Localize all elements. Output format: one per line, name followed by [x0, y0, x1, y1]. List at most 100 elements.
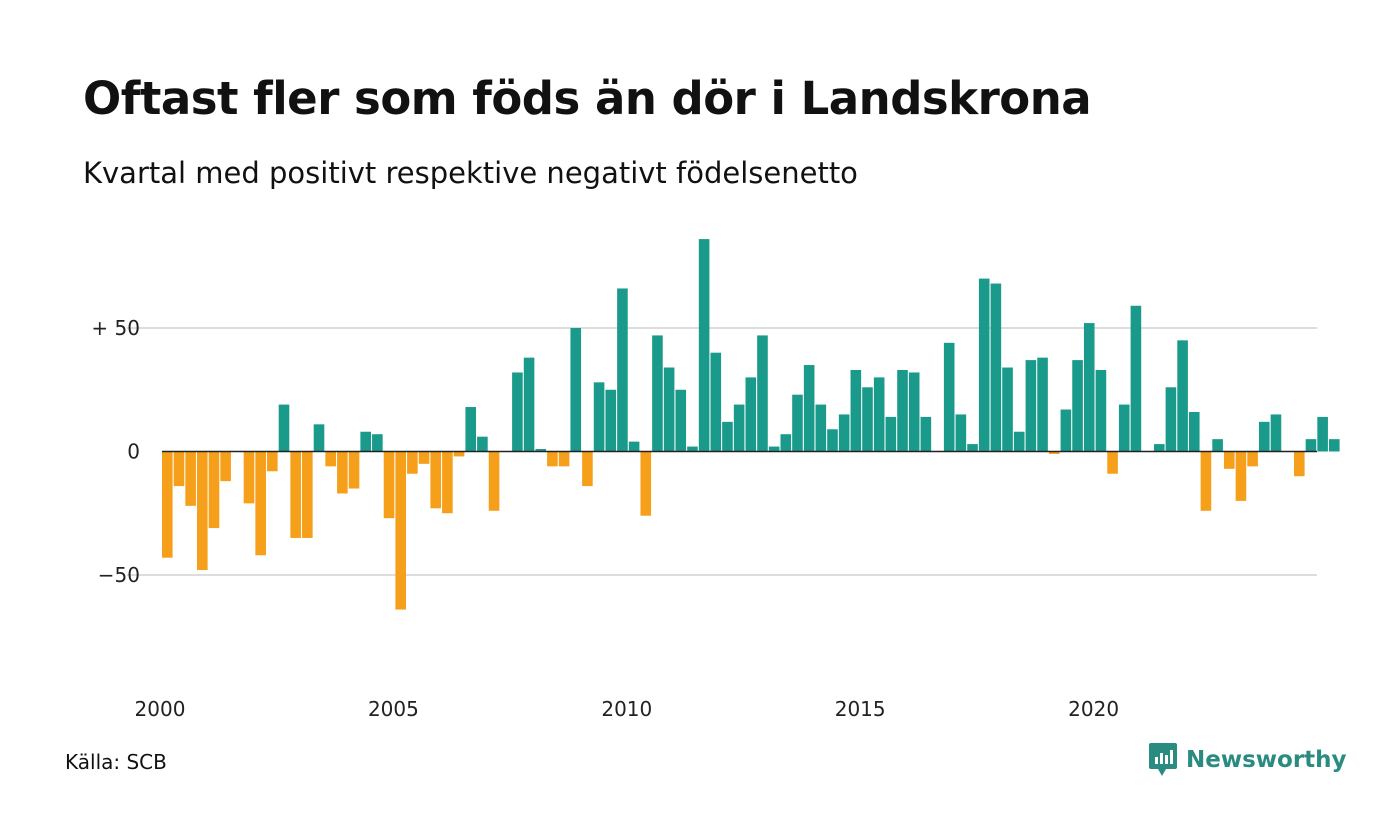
- bar: [862, 387, 873, 452]
- y-tick-label: 0: [127, 440, 140, 464]
- bar: [1329, 439, 1340, 452]
- bar: [652, 335, 663, 452]
- bar: [197, 451, 208, 571]
- bar: [1130, 305, 1142, 452]
- bar: [430, 451, 442, 509]
- bar: [943, 342, 955, 452]
- bar: [418, 451, 430, 464]
- bar: [687, 446, 698, 452]
- bar: [628, 441, 640, 452]
- bar: [558, 451, 570, 467]
- bar: [710, 352, 722, 452]
- bar: [757, 335, 768, 452]
- bar: [1107, 451, 1118, 474]
- bar: [1002, 367, 1013, 452]
- bar: [173, 451, 185, 487]
- bar: [1258, 421, 1270, 452]
- bar: [453, 451, 465, 457]
- bar: [815, 404, 827, 452]
- bar: [1037, 357, 1048, 452]
- bar: [1013, 431, 1025, 452]
- bar: [792, 394, 803, 452]
- bar: [395, 451, 406, 610]
- bar: [1177, 340, 1188, 452]
- bar: [1025, 360, 1037, 452]
- x-tick-label: 2010: [601, 697, 652, 721]
- y-tick-label: −50: [98, 563, 140, 587]
- bar: [780, 434, 792, 452]
- bar: [360, 431, 371, 452]
- bar: [967, 444, 978, 452]
- bar: [535, 449, 547, 452]
- bar: [768, 446, 780, 452]
- bar: [803, 365, 815, 452]
- bar: [698, 239, 710, 452]
- bar: [1153, 444, 1165, 452]
- bar: [278, 404, 290, 452]
- bar: [827, 429, 838, 452]
- chart-subtitle: Kvartal med positivt respektive negativt…: [83, 156, 858, 190]
- bar: [908, 372, 920, 452]
- bars: [162, 239, 1340, 610]
- bar: [313, 424, 325, 452]
- chart-title: Oftast fler som föds än dör i Landskrona: [83, 72, 1092, 125]
- bar: [1060, 409, 1072, 452]
- bar: [1200, 451, 1212, 511]
- bar: [442, 451, 453, 514]
- bar-chart: + 50 0 −50 2000 2005 2010 2015 2020: [91, 239, 1340, 721]
- bar: [1083, 323, 1095, 452]
- bar: [465, 407, 477, 452]
- bar: [1317, 416, 1328, 452]
- bar: [407, 451, 418, 474]
- bar: [1188, 411, 1200, 452]
- bar: [885, 416, 897, 452]
- gridlines: [127, 327, 1317, 576]
- bar: [185, 451, 196, 506]
- bar: [978, 278, 990, 452]
- brand-logo: Newsworthy: [1148, 742, 1347, 778]
- source-note: Källa: SCB: [65, 750, 167, 774]
- bar: [582, 451, 593, 487]
- bar: [1048, 451, 1060, 454]
- bar: [920, 416, 932, 452]
- bar: [488, 451, 500, 511]
- bar: [302, 451, 313, 538]
- x-tick-label: 2015: [835, 697, 886, 721]
- bar: [255, 451, 266, 556]
- bar: [1293, 451, 1305, 477]
- bar: [325, 451, 336, 467]
- bar: [383, 451, 395, 519]
- x-tick-label: 2000: [135, 697, 186, 721]
- bar: [640, 451, 652, 516]
- bar: [617, 288, 628, 452]
- bar: [675, 389, 687, 452]
- brand-name: Newsworthy: [1186, 747, 1347, 773]
- x-tick-label: 2005: [368, 697, 419, 721]
- axes: + 50 0 −50 2000 2005 2010 2015 2020: [91, 316, 1317, 721]
- bar: [1223, 451, 1235, 469]
- bar: [547, 451, 558, 467]
- bar: [733, 404, 745, 452]
- bar: [220, 451, 231, 482]
- y-tick-label: + 50: [91, 316, 140, 340]
- bar: [348, 451, 360, 489]
- bar: [990, 283, 1002, 452]
- bar: [512, 372, 523, 452]
- bar: [372, 434, 383, 452]
- bar: [477, 436, 488, 452]
- bar: [570, 328, 582, 452]
- bar: [593, 382, 605, 452]
- bar: [955, 414, 967, 452]
- bar: [1095, 369, 1107, 452]
- bar: [850, 369, 862, 452]
- bar: [523, 357, 535, 452]
- bar: [722, 421, 733, 452]
- bar: [1247, 451, 1258, 467]
- bar: [1305, 439, 1317, 452]
- bar: [873, 377, 885, 452]
- bar: [267, 451, 278, 472]
- newsworthy-logo-icon: [1149, 743, 1177, 776]
- bar: [162, 451, 173, 558]
- bar: [1270, 414, 1282, 452]
- bar: [208, 451, 220, 529]
